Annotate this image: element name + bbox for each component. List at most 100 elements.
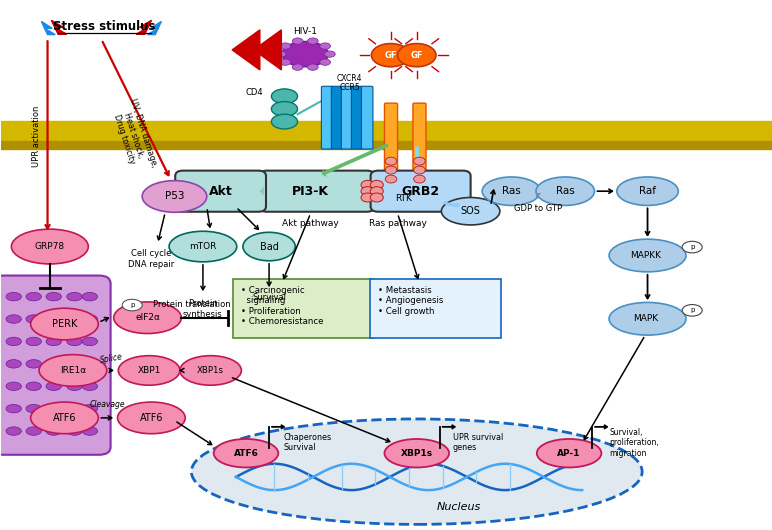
FancyBboxPatch shape xyxy=(0,276,110,455)
Ellipse shape xyxy=(682,305,703,316)
Ellipse shape xyxy=(361,193,374,202)
Ellipse shape xyxy=(46,427,62,435)
Text: Chaperones
Survival: Chaperones Survival xyxy=(283,433,332,453)
Text: GDP to GTP: GDP to GTP xyxy=(514,204,562,213)
Text: Cleavage: Cleavage xyxy=(90,400,126,409)
Ellipse shape xyxy=(66,293,82,301)
Text: MAPKK: MAPKK xyxy=(630,251,661,260)
Text: ATF6: ATF6 xyxy=(140,413,163,423)
Text: eIF2α: eIF2α xyxy=(135,313,160,322)
Text: PI3-K: PI3-K xyxy=(292,184,329,198)
FancyBboxPatch shape xyxy=(371,171,471,212)
Ellipse shape xyxy=(66,427,82,435)
FancyBboxPatch shape xyxy=(321,86,333,149)
Ellipse shape xyxy=(122,299,142,311)
Ellipse shape xyxy=(82,293,97,301)
Ellipse shape xyxy=(82,360,97,368)
Ellipse shape xyxy=(31,308,98,340)
Text: UPR activation: UPR activation xyxy=(32,105,41,166)
Ellipse shape xyxy=(142,181,207,213)
Text: Survival: Survival xyxy=(252,293,286,302)
Ellipse shape xyxy=(26,427,42,435)
Ellipse shape xyxy=(371,43,410,67)
Ellipse shape xyxy=(371,187,384,196)
Ellipse shape xyxy=(214,439,279,467)
Ellipse shape xyxy=(320,43,330,49)
Text: CD4: CD4 xyxy=(245,87,263,96)
Ellipse shape xyxy=(82,382,97,391)
Ellipse shape xyxy=(39,355,107,386)
Text: SOS: SOS xyxy=(461,206,480,216)
Text: • Carcinogenic
  signaling
• Proliferation
• Chemoresistance: • Carcinogenic signaling • Proliferation… xyxy=(241,286,323,326)
Ellipse shape xyxy=(385,157,397,165)
Ellipse shape xyxy=(46,337,62,346)
Ellipse shape xyxy=(414,175,425,183)
Text: Ras pathway: Ras pathway xyxy=(368,218,426,227)
Text: Akt: Akt xyxy=(208,184,232,198)
Text: GF: GF xyxy=(411,51,423,60)
Text: p: p xyxy=(690,244,694,250)
Polygon shape xyxy=(136,20,151,34)
Ellipse shape xyxy=(361,180,374,189)
Text: XBP1s: XBP1s xyxy=(197,366,224,375)
Text: Survival,
proliferation,
migration: Survival, proliferation, migration xyxy=(609,428,659,457)
Polygon shape xyxy=(232,30,260,70)
Ellipse shape xyxy=(385,166,397,174)
Ellipse shape xyxy=(384,439,449,467)
Text: PERK: PERK xyxy=(52,319,77,329)
Text: XBP1s: XBP1s xyxy=(401,449,433,458)
Text: Akt pathway: Akt pathway xyxy=(283,218,339,227)
Polygon shape xyxy=(254,30,281,70)
Text: Stress stimulus: Stress stimulus xyxy=(52,20,155,33)
Ellipse shape xyxy=(6,293,22,301)
Ellipse shape xyxy=(169,231,237,262)
Text: XBP1: XBP1 xyxy=(137,366,161,375)
Text: • Metastasis
• Angiogenesis
• Cell growth: • Metastasis • Angiogenesis • Cell growt… xyxy=(378,286,443,316)
Ellipse shape xyxy=(6,427,22,435)
Ellipse shape xyxy=(191,419,642,524)
Ellipse shape xyxy=(280,59,291,65)
Ellipse shape xyxy=(82,427,97,435)
Polygon shape xyxy=(42,21,56,34)
Ellipse shape xyxy=(6,315,22,323)
Ellipse shape xyxy=(324,51,335,57)
Text: ATF6: ATF6 xyxy=(52,413,76,423)
Text: AP-1: AP-1 xyxy=(557,449,581,458)
Text: Protein
synthesis: Protein synthesis xyxy=(183,299,223,319)
FancyBboxPatch shape xyxy=(413,103,426,190)
Text: GRP78: GRP78 xyxy=(35,242,65,251)
Ellipse shape xyxy=(180,356,242,385)
Ellipse shape xyxy=(398,43,436,67)
Text: mTOR: mTOR xyxy=(189,242,217,251)
Ellipse shape xyxy=(293,38,303,44)
Ellipse shape xyxy=(82,404,97,413)
Ellipse shape xyxy=(118,356,180,385)
Ellipse shape xyxy=(6,382,22,391)
Ellipse shape xyxy=(26,382,42,391)
Ellipse shape xyxy=(414,166,425,174)
Text: Raf: Raf xyxy=(639,186,656,196)
Ellipse shape xyxy=(26,337,42,346)
Ellipse shape xyxy=(682,241,703,253)
Ellipse shape xyxy=(6,404,22,413)
Text: IRE1α: IRE1α xyxy=(59,366,86,375)
Text: Ras: Ras xyxy=(502,186,521,196)
Ellipse shape xyxy=(371,193,384,202)
Text: Protein translation: Protein translation xyxy=(154,301,231,310)
Ellipse shape xyxy=(31,402,98,434)
Ellipse shape xyxy=(371,180,384,189)
Ellipse shape xyxy=(113,302,181,333)
Ellipse shape xyxy=(46,315,62,323)
Ellipse shape xyxy=(66,315,82,323)
Text: HIV-1: HIV-1 xyxy=(293,28,317,37)
Ellipse shape xyxy=(46,404,62,413)
Ellipse shape xyxy=(272,114,297,129)
Ellipse shape xyxy=(46,382,62,391)
Ellipse shape xyxy=(276,51,286,57)
Text: CCR5: CCR5 xyxy=(340,83,361,92)
FancyBboxPatch shape xyxy=(370,279,500,338)
Text: GF: GF xyxy=(384,51,397,60)
Ellipse shape xyxy=(617,177,679,206)
Ellipse shape xyxy=(26,315,42,323)
Text: GRB2: GRB2 xyxy=(401,184,440,198)
